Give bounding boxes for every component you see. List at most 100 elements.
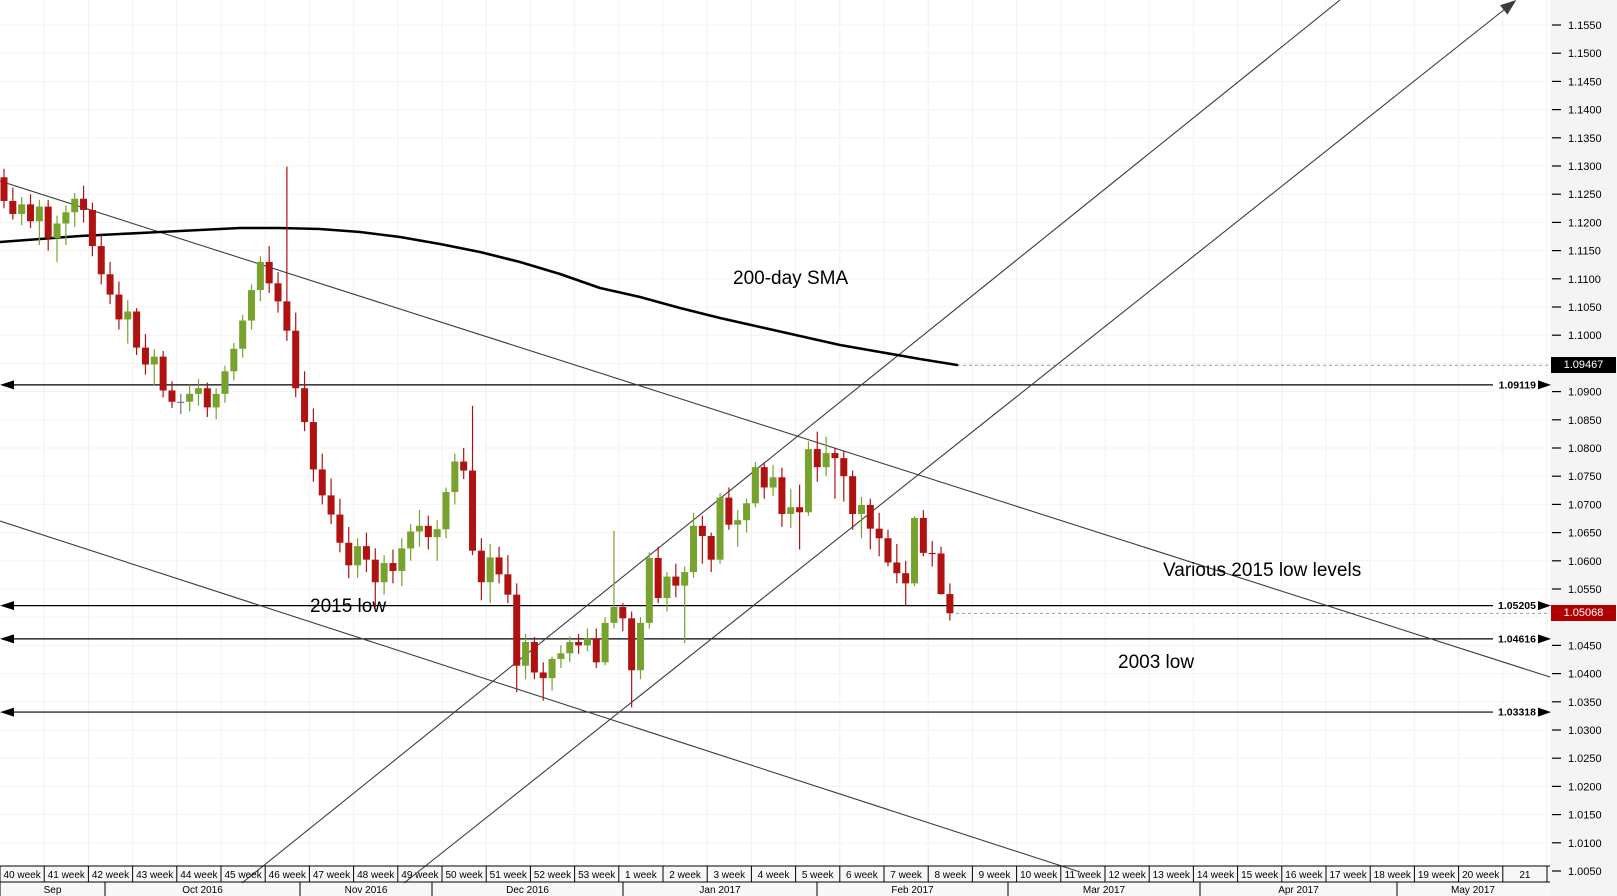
candle-body: [654, 557, 662, 599]
candle-body: [415, 525, 423, 532]
price-axis-background: [1550, 0, 1617, 896]
price-tick-label: 1.0350: [1568, 697, 1602, 709]
price-tick-label: 1.0050: [1568, 866, 1602, 878]
week-label: 16 week: [1285, 870, 1323, 881]
candle-body: [186, 393, 194, 402]
candle: [698, 515, 706, 564]
candle: [663, 572, 671, 612]
candle-body: [380, 563, 388, 583]
month-label: Feb 2017: [891, 885, 934, 896]
candle: [141, 334, 149, 375]
price-tick-label: 1.1250: [1568, 189, 1602, 201]
candle: [486, 543, 494, 604]
current-price-badge: 1.05068: [1551, 605, 1616, 622]
candle-body: [495, 557, 503, 575]
label-backplate: [1494, 631, 1538, 646]
week-label: 42 week: [92, 870, 130, 881]
candle-body: [336, 514, 344, 543]
week-label: 12 week: [1108, 870, 1146, 881]
left-arrow-icon: [0, 634, 14, 644]
candle: [168, 381, 176, 408]
candle-body: [274, 283, 282, 302]
price-tick-label: 1.1350: [1568, 133, 1602, 145]
candle-body: [477, 550, 485, 583]
candle-body: [513, 594, 521, 666]
sma-annotation: 200-day SMA: [733, 268, 849, 289]
price-tick-label: 1.0650: [1568, 528, 1602, 540]
price-tick-label: 1.0300: [1568, 725, 1602, 737]
candle: [477, 538, 485, 601]
week-label: 9 week: [979, 870, 1012, 881]
candle: [186, 384, 194, 412]
candle: [292, 312, 300, 398]
candle-body: [857, 504, 865, 514]
candle: [256, 256, 264, 302]
candle-body: [760, 467, 768, 488]
candles-group: [0, 166, 954, 708]
time-axis-background: [0, 866, 1550, 896]
price-tick-label: 1.1150: [1568, 246, 1601, 258]
candle-body: [849, 476, 857, 514]
candle-body: [309, 422, 317, 470]
candle-body: [141, 347, 149, 365]
candle-body: [44, 206, 52, 239]
candle-body: [557, 653, 565, 659]
candle-body: [566, 642, 574, 654]
candle: [265, 246, 273, 293]
candle-body: [442, 491, 450, 530]
price-tick-label: 1.1550: [1568, 20, 1602, 32]
candle: [893, 543, 901, 584]
candle-body: [840, 458, 848, 477]
candle: [35, 199, 43, 245]
candle: [336, 498, 344, 553]
candle-body: [159, 356, 167, 391]
candle-body: [628, 618, 636, 671]
trendline-arrowhead-icon: [1500, 0, 1517, 15]
candle: [539, 662, 547, 701]
price-tick-label: 1.0800: [1568, 443, 1602, 455]
candle-body: [88, 209, 96, 247]
candle: [415, 510, 423, 547]
candle: [513, 583, 521, 693]
candle-body: [71, 198, 79, 213]
candle-body: [0, 177, 8, 201]
price-tick-label: 1.0550: [1568, 584, 1602, 596]
candle: [937, 546, 945, 595]
week-label: 47 week: [313, 870, 351, 881]
candle-body: [539, 672, 547, 679]
candle: [424, 515, 432, 550]
week-label: 15 week: [1241, 870, 1279, 881]
candle: [902, 560, 910, 606]
candle: [221, 365, 229, 403]
candle: [610, 530, 618, 629]
candle: [628, 611, 636, 708]
candle: [80, 185, 88, 223]
week-label: 45 week: [224, 870, 262, 881]
candle: [548, 656, 556, 691]
trendline: [403, 4, 1511, 884]
price-tick-label: 1.0600: [1568, 556, 1602, 568]
candle: [813, 431, 821, 482]
price-tick-label: 1.1400: [1568, 105, 1602, 117]
week-label: 14 week: [1197, 870, 1235, 881]
candle: [530, 636, 538, 680]
candle-body: [583, 638, 591, 646]
month-label: Nov 2016: [345, 885, 388, 896]
candle: [557, 645, 565, 668]
candle: [928, 541, 936, 567]
week-label: 40 week: [3, 870, 41, 881]
price-tick-label: 1.0900: [1568, 387, 1602, 399]
candle: [27, 194, 35, 229]
candle: [354, 538, 362, 578]
week-label: 46 week: [269, 870, 307, 881]
trendline: [241, 0, 1341, 884]
left-arrow-icon: [0, 380, 14, 390]
week-label: 51 week: [490, 870, 528, 881]
candle-body: [239, 320, 247, 349]
candle: [248, 284, 256, 330]
left-arrow-icon: [0, 707, 14, 717]
candle: [0, 168, 8, 209]
candle: [380, 555, 388, 595]
candle-body: [221, 371, 229, 394]
